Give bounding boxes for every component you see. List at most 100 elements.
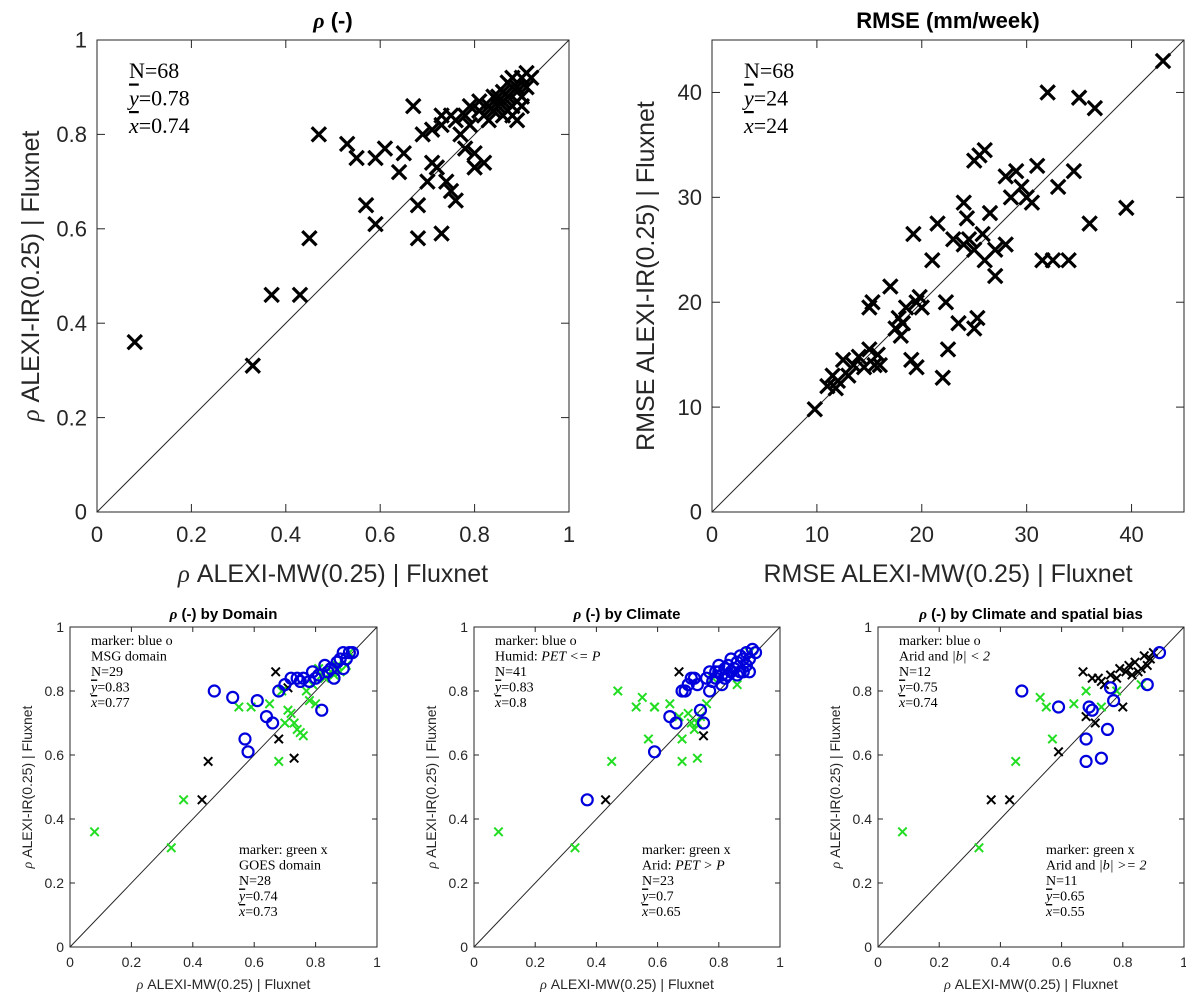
data-point [522,69,540,87]
data-point [1152,645,1167,660]
legend-n: N=29 [91,665,123,680]
ybar-symbol: y [237,890,246,905]
data-point [924,252,941,269]
ybar-symbol: y [742,86,754,111]
y-label-text: RMSE ALEXI-IR(0.25) | Fluxnet [632,101,660,451]
data-point [1140,677,1154,692]
data-point [1070,89,1088,106]
data-point [1145,654,1156,664]
data-point [1099,679,1110,690]
data-point [693,703,708,717]
legend-n: N=23 [642,874,674,889]
legend-ybar: y=0.7 [640,890,674,905]
x-tick-label: 0.6 [244,954,264,970]
data-point [1117,702,1128,712]
y-label-text: ALEXI-IR(0.25) | Fluxnet [827,705,843,857]
data-point [612,686,623,696]
ybar-value: =0.7 [648,890,673,905]
data-point [244,357,262,374]
ybar-value: =0.78 [139,86,190,111]
data-point [715,677,729,692]
data-point [1086,99,1104,117]
data-point [631,702,642,712]
data-point [669,716,683,730]
data-point [456,140,474,157]
stat-n: N=68 [129,58,179,83]
x-tick-label: 0.2 [929,954,949,970]
y-tick-label: 0.8 [449,683,469,699]
y-tick-label: 0.8 [56,122,87,147]
data-point [944,231,962,248]
y-tick-label: 0 [460,939,468,955]
data-point [395,145,413,162]
data-point [404,97,422,115]
legend-group: Arid: PET > P [642,859,725,874]
data-point [414,126,431,143]
data-point [696,716,711,730]
xbar-value: =0.73 [245,905,277,920]
title-text: RMSE (mm/week) [856,8,1039,33]
data-point [273,734,284,744]
data-point [250,693,264,708]
data-point [1085,703,1099,717]
ybar-value: =0.74 [245,890,277,905]
xbar-symbol: x [494,696,502,711]
data-point [997,168,1014,185]
data-point [327,671,341,685]
data-point [273,756,284,767]
legend-xbar: x=0.74 [898,696,938,711]
data-point [958,210,976,227]
data-point [606,756,617,767]
data-point [89,826,100,837]
data-point [974,842,984,853]
legend-condition: PET <= P [540,650,601,665]
y-tick-label: 0 [864,939,872,955]
legend-marker: marker: green x [239,843,328,858]
data-point [367,215,384,233]
x-tick-label: 0.2 [176,522,207,547]
ybar-value: =24 [754,86,788,111]
data-point [226,690,240,705]
y-label-space [17,402,45,409]
xbar-symbol: x [1045,905,1053,920]
data-point [678,684,692,698]
data-point [263,286,280,304]
y-tick-label: 20 [678,290,702,315]
y-tick-label: 0.2 [45,875,65,891]
data-point [126,333,144,351]
data-point [580,793,594,807]
data-point [1004,794,1015,805]
data-point [905,225,922,243]
data-point [1041,702,1052,712]
data-point [493,826,504,837]
data-point [908,358,925,376]
x-axis-label: ρ ALEXI-MW(0.25) | Fluxnet [539,976,714,993]
data-point [471,93,488,110]
data-point [647,745,662,759]
ybar-symbol: y [493,681,502,696]
data-point [409,229,427,247]
ybar-value: =0.83 [97,681,129,696]
data-point [736,652,750,666]
legend-ybar: y=0.74 [237,890,278,905]
legend-ybar: y=0.75 [897,681,938,696]
y-tick-label: 1 [56,619,64,635]
ybar-value: =0.83 [501,681,533,696]
legend-xbar: x=0.73 [238,905,278,920]
data-point [1013,178,1030,196]
data-point [1081,215,1098,232]
ybar-symbol: y [897,681,906,696]
x-label-text: ALEXI-MW(0.25) | Fluxnet [551,976,714,992]
y-label-symbol: ρ [21,861,36,869]
y-tick-label: 1 [864,619,872,635]
data-point [1078,666,1088,677]
data-point [1136,663,1147,674]
y-label-text: ALEXI-IR(0.25) | Fluxnet [19,705,35,857]
x-tick-label: 40 [1119,522,1143,547]
data-point [266,716,280,730]
ybar-symbol: y [89,681,98,696]
legend-group-text: Arid and [899,650,948,665]
data-point [969,309,986,327]
y-tick-label: 0.8 [45,683,65,699]
